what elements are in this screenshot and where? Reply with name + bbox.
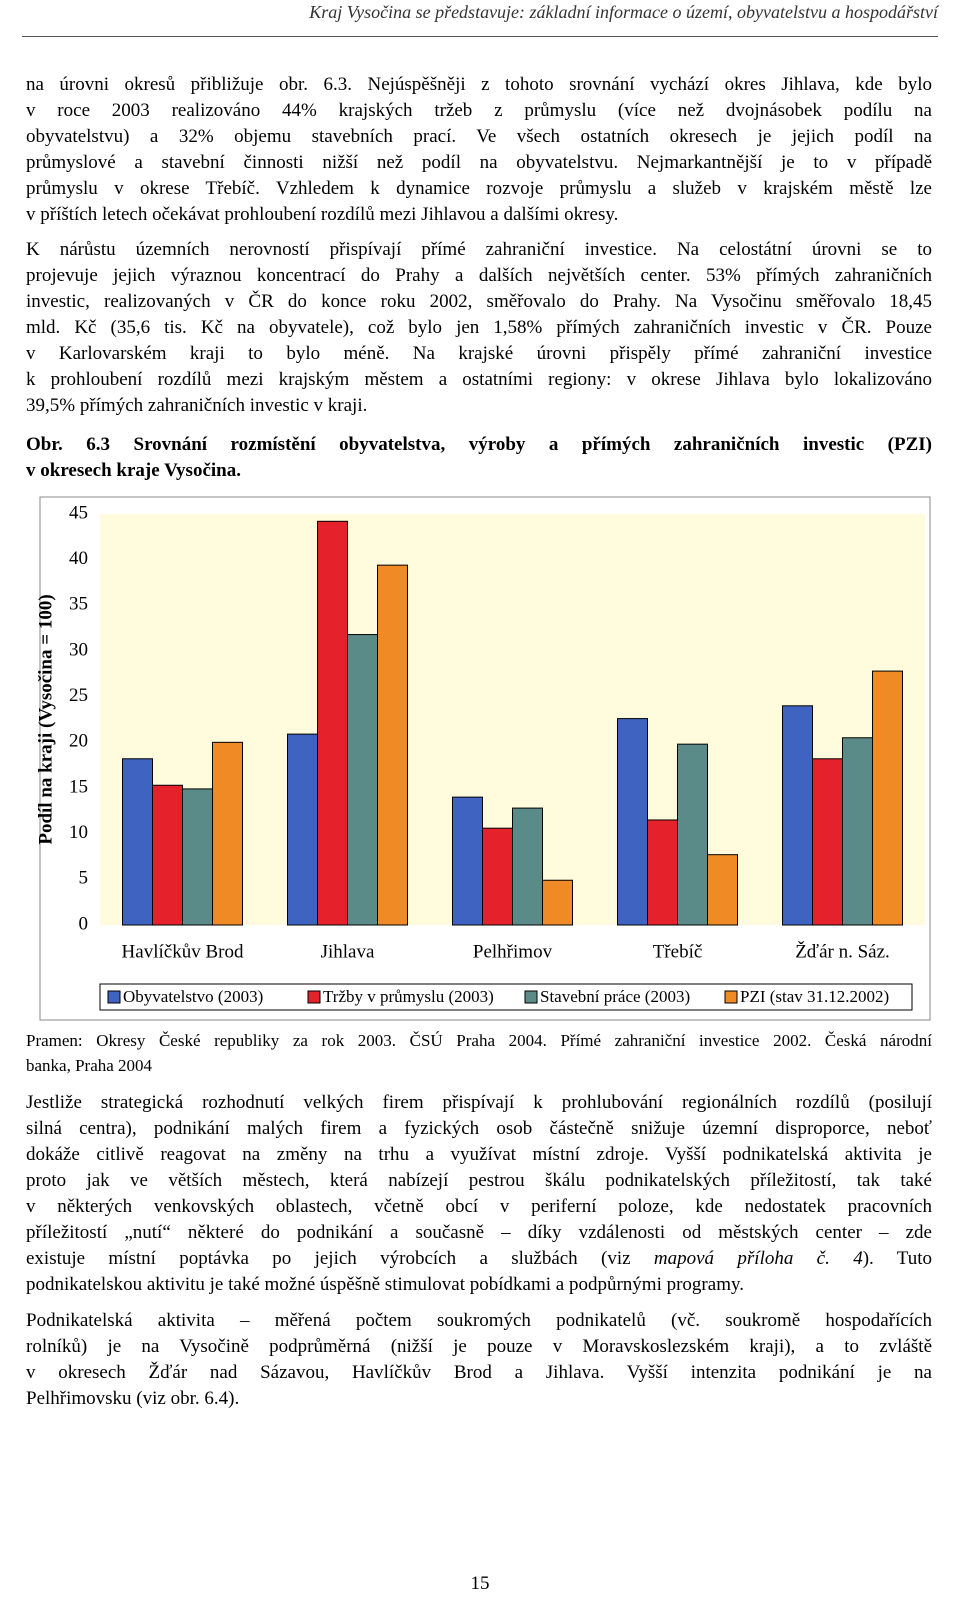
x-tick-label: Havlíčkův Brod bbox=[122, 941, 244, 962]
y-tick-label: 0 bbox=[79, 913, 89, 934]
y-tick-label: 15 bbox=[69, 776, 88, 797]
bar bbox=[782, 705, 813, 926]
y-tick-label: 30 bbox=[69, 639, 88, 660]
bar bbox=[317, 520, 348, 926]
text-line: v Karlovarském kraji to bylo méně. Na kr… bbox=[26, 343, 932, 364]
text-line: rolníků) je na Vysočině podprůměrná (niž… bbox=[26, 1336, 932, 1357]
y-tick-label: 35 bbox=[69, 594, 88, 615]
legend-swatch bbox=[724, 990, 738, 1004]
text-line: Pelhřimovsku (viz obr. 6.4). bbox=[26, 1388, 240, 1409]
page-number: 15 bbox=[470, 1573, 490, 1594]
paragraph: K nárůstu územních nerovností přispívají… bbox=[26, 237, 932, 419]
legend-swatch bbox=[524, 990, 538, 1004]
text-line: Obr. 6.3 Srovnání rozmístění obyvatelstv… bbox=[26, 434, 932, 455]
legend-label: Stavební práce (2003) bbox=[540, 987, 690, 1006]
legend-swatch bbox=[307, 990, 321, 1004]
bar bbox=[842, 737, 873, 926]
legend-label: Obyvatelstvo (2003) bbox=[123, 987, 263, 1006]
text-line: v okresech kraje Vysočina. bbox=[26, 460, 241, 481]
paragraph: Podnikatelská aktivita – měřená počtem s… bbox=[26, 1308, 932, 1412]
bar bbox=[347, 634, 378, 926]
bar bbox=[182, 788, 213, 926]
y-tick-label: 25 bbox=[69, 685, 88, 706]
text-line: obyvatelstvu) a 32% objemu stavebních pr… bbox=[26, 126, 932, 147]
header-rule bbox=[22, 36, 938, 37]
text-line: mld. Kč (35,6 tis. Kč na obyvatele), což… bbox=[26, 317, 932, 338]
text-line: silná centra), podnikání malých firem a … bbox=[26, 1118, 932, 1139]
text-line: v okresech Žďár nad Sázavou, Havlíčkův B… bbox=[26, 1362, 932, 1383]
bar bbox=[452, 796, 483, 926]
x-tick-label: Jihlava bbox=[321, 941, 375, 962]
y-tick-label: 20 bbox=[69, 731, 88, 752]
bar bbox=[542, 879, 573, 926]
text-line: dokáže citlivě reagovat na změny na trhu… bbox=[26, 1144, 932, 1165]
text-line: příležitostí „nutí“ některé do podnikání… bbox=[26, 1222, 932, 1243]
text-line: v příštích letech očekávat prohloubení r… bbox=[26, 204, 619, 225]
legend-swatch bbox=[107, 990, 121, 1004]
legend-label: Tržby v průmyslu (2003) bbox=[323, 987, 494, 1006]
text-line: proto jak ve větších městech, která nabí… bbox=[26, 1170, 932, 1191]
bar bbox=[707, 854, 738, 926]
legend-label: PZI (stav 31.12.2002) bbox=[740, 987, 889, 1006]
text-line: k prohloubení rozdílů mezi krajským měst… bbox=[26, 369, 932, 390]
bar bbox=[377, 564, 408, 926]
paragraph: Jestliže strategická rozhodnutí velkých … bbox=[26, 1090, 932, 1298]
running-header: Kraj Vysočina se představuje: základní i… bbox=[309, 2, 938, 22]
x-tick-label: Pelhřimov bbox=[473, 941, 553, 962]
bar bbox=[812, 758, 843, 926]
bar bbox=[512, 807, 543, 926]
text-line: Jestliže strategická rozhodnutí velkých … bbox=[26, 1092, 932, 1113]
text-line: K nárůstu územních nerovností přispívají… bbox=[26, 239, 932, 260]
bar bbox=[212, 741, 243, 926]
figure-caption: Obr. 6.3 Srovnání rozmístění obyvatelstv… bbox=[26, 432, 932, 484]
text-line: průmyslové a stavební činnosti nižší než… bbox=[26, 152, 932, 173]
x-tick-label: Třebíč bbox=[653, 941, 703, 962]
y-tick-label: 5 bbox=[79, 868, 89, 889]
y-tick-label: 10 bbox=[69, 822, 88, 843]
bar bbox=[677, 743, 708, 926]
x-tick-label: Žďár n. Sáz. bbox=[795, 940, 890, 962]
bar bbox=[122, 758, 153, 926]
text-line: v roce 2003 realizováno 44% krajských tr… bbox=[26, 100, 932, 121]
bar bbox=[647, 819, 678, 926]
bar bbox=[617, 718, 648, 926]
bar bbox=[482, 827, 513, 926]
text-line: 39,5% přímých zahraničních investic v kr… bbox=[26, 395, 368, 416]
text-line: Podnikatelská aktivita – měřená počtem s… bbox=[26, 1310, 932, 1331]
text: existuje místní poptávka po jejich výrob… bbox=[26, 1248, 654, 1269]
y-axis-label: Podíl na kraji (Vysočina = 100) bbox=[35, 594, 56, 844]
bar bbox=[287, 733, 318, 926]
text: ). Tuto bbox=[862, 1248, 933, 1269]
text-line: projevuje jejich výraznou koncentrací do… bbox=[26, 265, 932, 286]
paragraph: na úrovni okresů přibližuje obr. 6.3. Ne… bbox=[26, 72, 932, 228]
chart: Podíl na kraji (Vysočina = 100) 0 5 10 15 20… bbox=[35, 496, 931, 1021]
y-tick-label: 40 bbox=[69, 548, 88, 569]
text-line: banka, Praha 2004 bbox=[26, 1056, 153, 1075]
bar bbox=[872, 670, 903, 926]
text-line: Pramen: Okresy České republiky za rok 20… bbox=[26, 1031, 932, 1050]
y-tick-label: 45 bbox=[69, 502, 88, 523]
figure-source: Pramen: Okresy České republiky za rok 20… bbox=[26, 1028, 932, 1078]
bar bbox=[152, 784, 183, 926]
text-line: existuje místní poptávka po jejich výrob… bbox=[26, 1246, 932, 1272]
text-line: investic, realizovaných v ČR do konce ro… bbox=[26, 291, 932, 312]
italic-text: mapová příloha č. 4 bbox=[653, 1248, 863, 1269]
text-line: na úrovni okresů přibližuje obr. 6.3. Ne… bbox=[26, 74, 932, 95]
text-line: průmyslu v okrese Třebíč. Vzhledem k dyn… bbox=[26, 178, 932, 199]
text-line: v některých venkovských oblastech, včetn… bbox=[26, 1196, 932, 1217]
legend-box bbox=[99, 983, 913, 1011]
text-line: podnikatelskou aktivitu je také možné ús… bbox=[26, 1274, 744, 1295]
